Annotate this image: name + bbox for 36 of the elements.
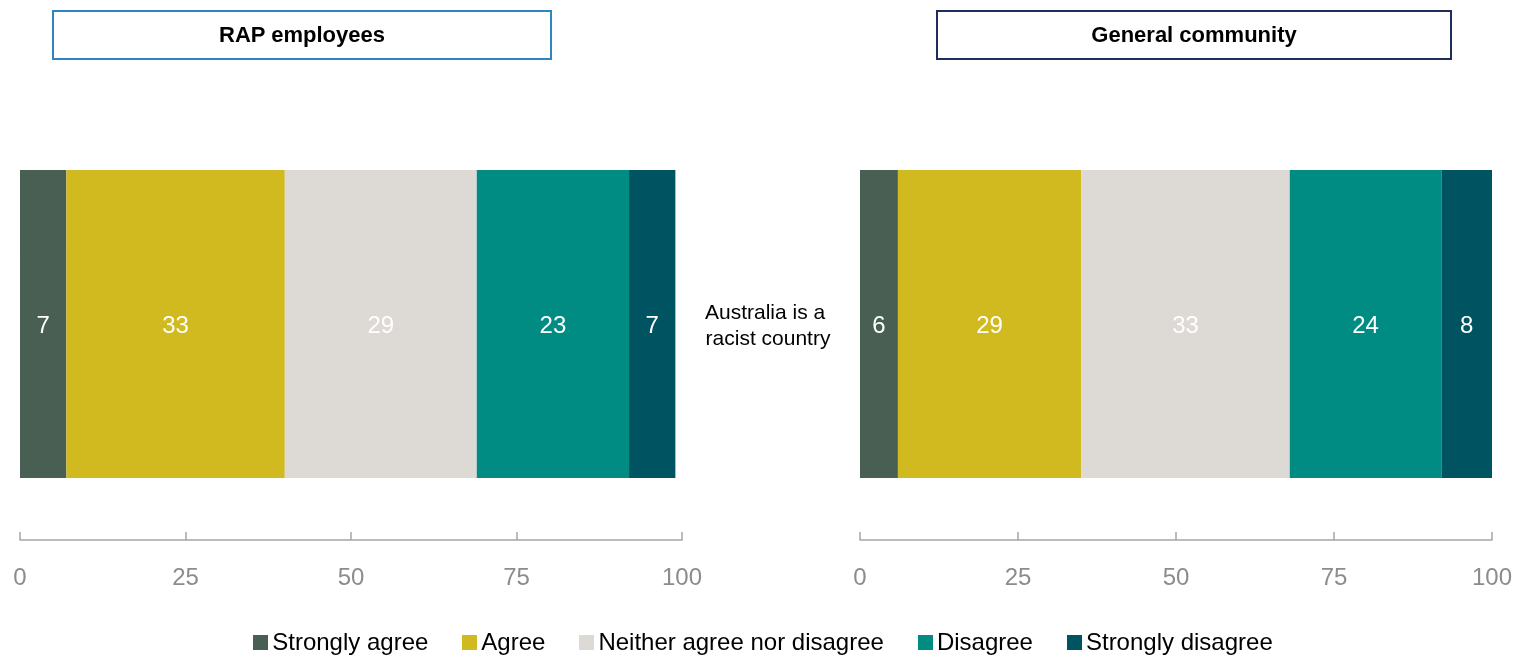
data-label: 33 bbox=[162, 310, 189, 338]
x-tick-label: 100 bbox=[661, 562, 703, 590]
data-label: 7 bbox=[36, 310, 50, 338]
bar bbox=[1081, 170, 1290, 478]
bar bbox=[860, 170, 898, 478]
chart-title: RAP employees bbox=[52, 10, 552, 60]
legend-label: Disagree bbox=[936, 628, 1033, 656]
data-label: 8 bbox=[1460, 310, 1474, 338]
x-tick-label: 75 bbox=[1320, 562, 1348, 590]
chart-title: General community bbox=[936, 10, 1452, 60]
x-tick-label: 0 bbox=[13, 562, 27, 590]
data-label: 7 bbox=[645, 310, 659, 338]
x-tick-label: 25 bbox=[1004, 562, 1032, 590]
x-tick-label: 75 bbox=[503, 562, 530, 590]
bar bbox=[66, 170, 285, 478]
legend-label: Neither agree nor disagree bbox=[598, 628, 884, 656]
bar bbox=[284, 170, 477, 478]
x-tick-label: 100 bbox=[1471, 562, 1513, 590]
x-tick-label: 0 bbox=[853, 562, 867, 590]
x-tick-label: 50 bbox=[1162, 562, 1190, 590]
data-label: 29 bbox=[976, 310, 1003, 338]
legend-label: Strongly disagree bbox=[1085, 628, 1273, 656]
data-label: 24 bbox=[1352, 310, 1379, 338]
legend-label: Agree bbox=[481, 628, 546, 656]
bar bbox=[629, 170, 676, 478]
x-tick-label: 50 bbox=[337, 562, 365, 590]
legend-label: Strongly agree bbox=[272, 628, 429, 656]
bar bbox=[1441, 170, 1492, 478]
data-label: 6 bbox=[872, 310, 886, 338]
bar bbox=[476, 170, 630, 478]
x-tick-label: 25 bbox=[172, 562, 199, 590]
bar bbox=[897, 170, 1082, 478]
y-tick-label: Australia is a racist country bbox=[704, 299, 832, 349]
bar bbox=[1289, 170, 1442, 478]
data-label: 23 bbox=[539, 310, 567, 338]
bar bbox=[20, 170, 67, 478]
